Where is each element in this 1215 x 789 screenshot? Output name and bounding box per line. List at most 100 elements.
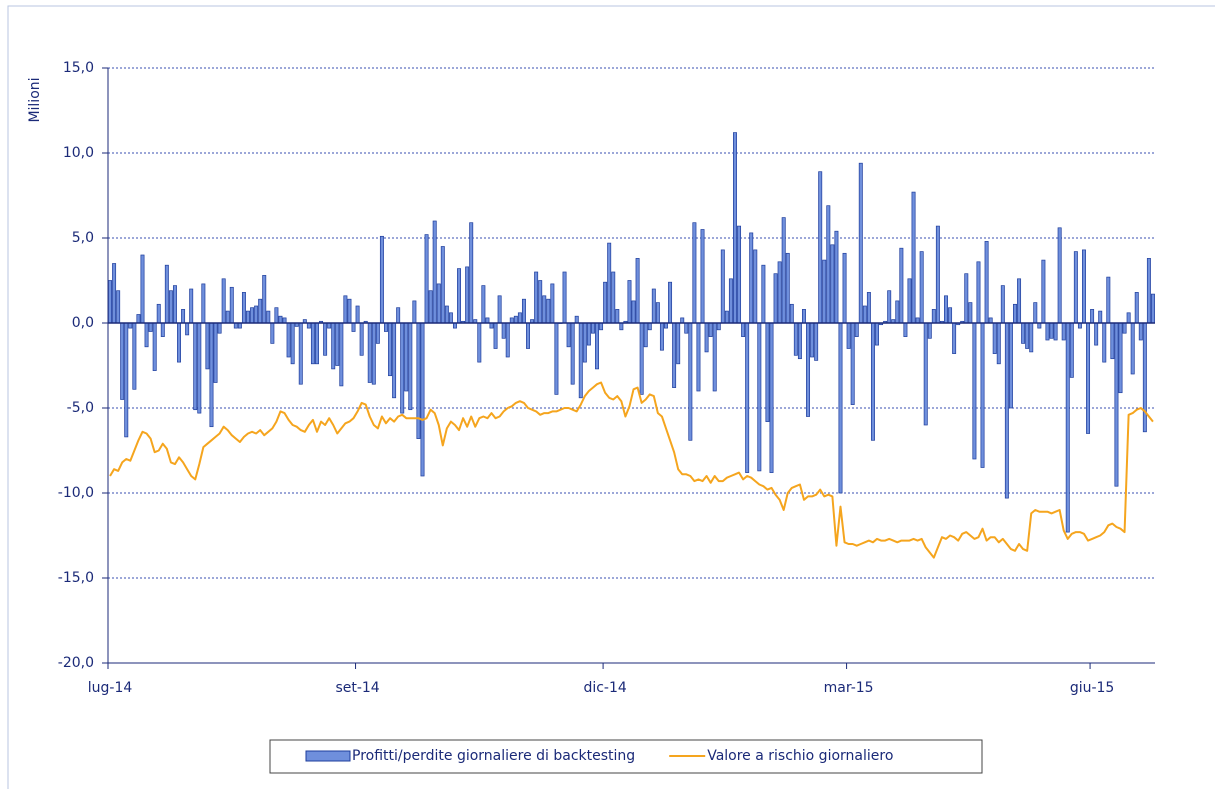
bar [777, 261, 782, 324]
bar [952, 322, 957, 354]
bar [388, 322, 393, 377]
bar [379, 235, 384, 324]
bar [168, 290, 173, 324]
bar [177, 322, 181, 363]
bar [128, 322, 133, 329]
bar [1013, 303, 1017, 324]
bar [298, 322, 303, 385]
bar [887, 290, 892, 324]
y-tick-label: 5,0 [72, 230, 94, 246]
bar [209, 322, 214, 428]
bar [440, 246, 445, 324]
y-tick-label: 10,0 [63, 145, 94, 161]
bar [1094, 322, 1099, 346]
bar [181, 309, 186, 324]
bar [745, 322, 750, 473]
bar [217, 322, 222, 334]
x-tick-label: lug-14 [88, 680, 133, 696]
bar [753, 249, 758, 324]
bar [972, 322, 977, 460]
bar [278, 315, 283, 324]
bar [627, 280, 632, 324]
bar [996, 322, 1001, 365]
bar [246, 310, 250, 324]
bar [201, 283, 206, 324]
bar [254, 305, 259, 324]
bar [655, 302, 660, 324]
bar [704, 322, 709, 353]
bar [1118, 322, 1123, 394]
bar [716, 322, 721, 331]
bar [692, 222, 697, 324]
bar [424, 234, 429, 324]
bar [948, 307, 953, 324]
bar [822, 259, 827, 324]
bar [895, 300, 900, 324]
bar [647, 322, 652, 331]
bar [696, 322, 701, 392]
x-tick-label: dic-14 [583, 680, 626, 696]
bar [668, 281, 673, 324]
bar [619, 322, 624, 331]
bar [761, 264, 766, 324]
bar [266, 310, 271, 324]
bar [976, 261, 981, 324]
bar [854, 322, 859, 337]
bar [785, 252, 790, 324]
bar [1110, 322, 1115, 360]
bar [700, 229, 705, 324]
bar [810, 322, 815, 358]
bar [915, 317, 920, 324]
bar [481, 285, 486, 324]
bar [132, 322, 137, 390]
bar [1037, 322, 1042, 329]
legend-swatch [305, 750, 351, 762]
bar [160, 322, 165, 337]
bar [684, 322, 689, 334]
bar [120, 322, 125, 400]
bar [375, 322, 380, 344]
bar [1150, 293, 1155, 324]
bar [469, 222, 474, 324]
bar [384, 322, 388, 332]
bar [493, 322, 498, 349]
bar [526, 322, 530, 349]
bar [351, 322, 356, 332]
bar [1090, 309, 1095, 324]
bar [1126, 312, 1131, 324]
bar [1049, 322, 1054, 339]
bar [578, 322, 583, 399]
bar [724, 310, 729, 324]
bar [611, 271, 616, 324]
legend-label: Valore a rischio giornaliero [707, 748, 893, 764]
line [109, 381, 1154, 559]
bar [323, 322, 328, 356]
bar [221, 278, 226, 324]
bar [1142, 322, 1147, 433]
bar [968, 302, 973, 324]
bar [749, 232, 754, 324]
bar [172, 285, 177, 324]
bar [838, 322, 843, 494]
bar [1045, 322, 1050, 341]
bar [866, 292, 871, 324]
bar [907, 278, 912, 324]
bar [712, 322, 717, 392]
bar [355, 305, 360, 324]
bar [315, 322, 319, 365]
bar [664, 322, 668, 329]
bar [1134, 292, 1139, 324]
bar [935, 225, 940, 324]
bar [1065, 322, 1070, 533]
bar [274, 307, 279, 324]
bar [501, 322, 506, 339]
bar [797, 322, 802, 360]
bar [651, 288, 656, 324]
bar [359, 322, 364, 356]
bar [1061, 322, 1066, 341]
bar [412, 300, 417, 324]
y-tick-label: -20,0 [58, 655, 94, 671]
bar [680, 317, 685, 324]
legend: Profitti/perdite giornaliere di backtest… [269, 739, 983, 774]
